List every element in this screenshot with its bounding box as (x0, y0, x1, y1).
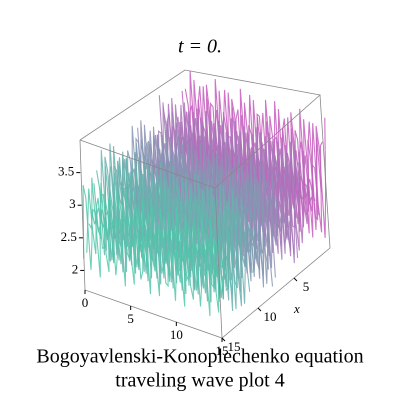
z-tick-label: 2.5 (61, 229, 77, 244)
x-axis-label: x (293, 301, 300, 316)
x-tick-label: 15 (228, 339, 241, 354)
chart-title: t = 0. (178, 36, 222, 58)
x-tick-label: 10 (264, 309, 277, 324)
surface-strand (82, 177, 220, 317)
z-tick-label: 3 (69, 196, 76, 211)
y-tick-label: 15 (216, 343, 229, 358)
surface-strand (109, 143, 246, 304)
z-tick-label: 3.5 (58, 164, 74, 179)
x-tick (257, 307, 262, 312)
y-tick-label: 0 (82, 295, 89, 310)
y-tick-label: 10 (170, 327, 183, 342)
caption: traveling wave plot 4 (115, 370, 284, 392)
x-tick (221, 337, 226, 342)
caption: Bogoyavlenski-Konoplechenko equation (36, 346, 363, 368)
surface-strand (100, 149, 238, 310)
surface (82, 70, 327, 317)
box-edge (214, 187, 223, 339)
surface-strand (86, 188, 224, 298)
x-tick (293, 277, 298, 282)
y-tick-label: 5 (127, 311, 134, 326)
z-tick-label: 2 (72, 261, 79, 276)
x-tick-label: 5 (303, 279, 310, 294)
